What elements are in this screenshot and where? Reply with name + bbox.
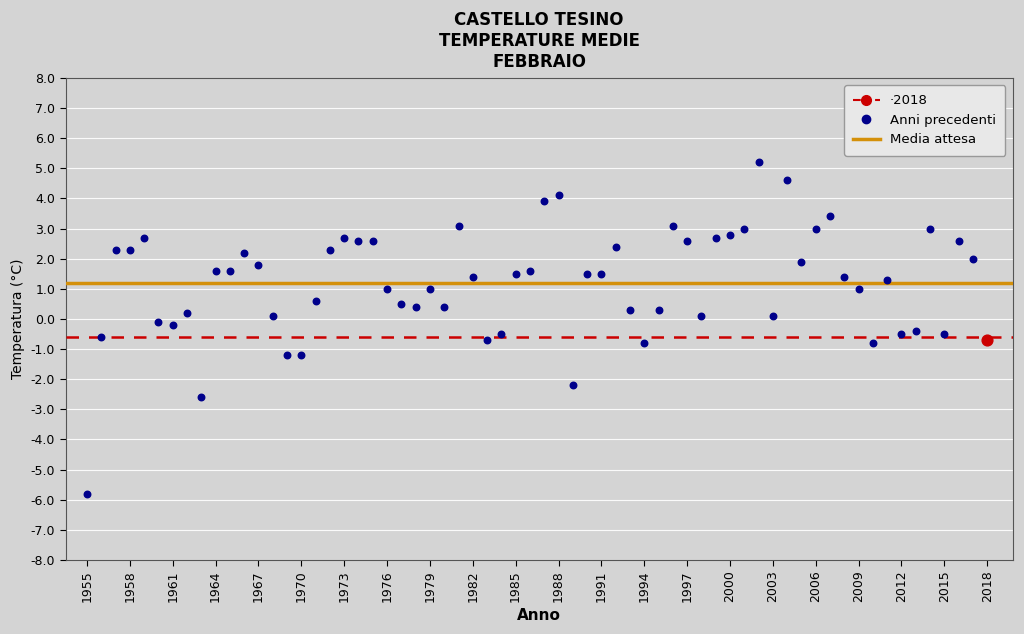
Point — [650, 305, 667, 315]
Point — [165, 320, 181, 330]
Point — [151, 317, 167, 327]
Point — [708, 233, 724, 243]
Point — [779, 175, 796, 185]
Point — [636, 338, 652, 348]
Point — [307, 296, 324, 306]
Point — [965, 254, 981, 264]
Point — [950, 235, 967, 245]
Title: CASTELLO TESINO
TEMPERATURE MEDIE
FEBBRAIO: CASTELLO TESINO TEMPERATURE MEDIE FEBBRA… — [438, 11, 640, 71]
Point — [322, 245, 338, 255]
Point — [665, 221, 681, 231]
Point — [879, 275, 895, 285]
Point — [765, 311, 781, 321]
Point — [250, 259, 266, 269]
Point — [122, 245, 138, 255]
Point — [736, 223, 753, 233]
Point — [808, 223, 824, 233]
X-axis label: Anno: Anno — [517, 608, 561, 623]
Point — [822, 211, 839, 221]
Point — [93, 332, 110, 342]
Point — [436, 302, 453, 312]
Point — [722, 230, 738, 240]
Point — [850, 284, 866, 294]
Point — [564, 380, 581, 391]
Point — [451, 221, 467, 231]
Point — [108, 245, 124, 255]
Point — [893, 329, 909, 339]
Point — [236, 247, 252, 257]
Point — [864, 338, 881, 348]
Point — [508, 269, 524, 279]
Point — [693, 311, 710, 321]
Point — [593, 269, 609, 279]
Point — [365, 235, 381, 245]
Legend: ·2018, Anni precedenti, Media attesa: ·2018, Anni precedenti, Media attesa — [844, 85, 1006, 155]
Point — [379, 284, 395, 294]
Point — [279, 350, 295, 360]
Y-axis label: Temperatura (°C): Temperatura (°C) — [11, 259, 26, 379]
Point — [136, 233, 153, 243]
Point — [536, 197, 552, 207]
Point — [607, 242, 624, 252]
Point — [293, 350, 309, 360]
Point — [622, 305, 638, 315]
Point — [550, 190, 566, 200]
Point — [422, 284, 438, 294]
Point — [751, 157, 767, 167]
Point — [522, 266, 539, 276]
Point — [794, 257, 810, 267]
Point — [393, 299, 410, 309]
Point — [679, 235, 695, 245]
Point — [979, 335, 995, 345]
Point — [408, 302, 424, 312]
Point — [222, 266, 239, 276]
Point — [907, 326, 924, 336]
Point — [264, 311, 281, 321]
Point — [208, 266, 224, 276]
Point — [336, 233, 352, 243]
Point — [79, 489, 95, 499]
Point — [194, 392, 210, 403]
Point — [350, 235, 367, 245]
Point — [494, 329, 510, 339]
Point — [465, 271, 481, 281]
Point — [922, 223, 938, 233]
Point — [179, 308, 196, 318]
Point — [837, 271, 853, 281]
Point — [936, 329, 952, 339]
Point — [579, 269, 595, 279]
Point — [479, 335, 496, 345]
